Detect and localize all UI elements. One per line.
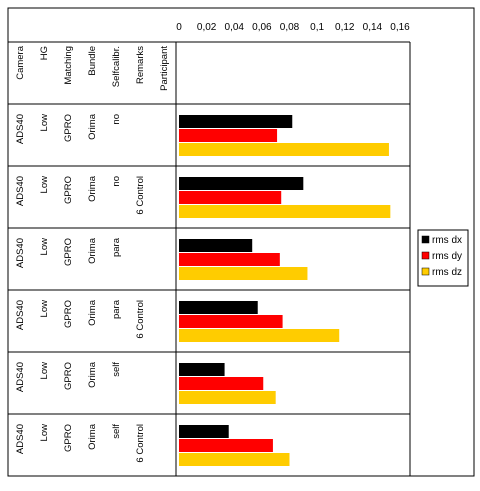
row-1-cell-1: ADS40 xyxy=(15,114,26,144)
x-tick-label: 0 xyxy=(176,22,182,33)
x-tick-label: 0,12 xyxy=(335,22,355,33)
row-6-cell-2: Low xyxy=(39,424,50,442)
table-rows: ADS40 Low GPRO Orima no ADS40 Low GPRO Orima no 6 … xyxy=(15,113,146,462)
row-4-cell-2: Low xyxy=(39,300,50,318)
bar-1-row-4 xyxy=(179,301,258,314)
row-5-cell-4: Orima xyxy=(87,361,98,388)
row-6-cell-5: self xyxy=(111,424,122,439)
bar-2-row-3 xyxy=(179,253,280,266)
row-6-cell-3: GPRO xyxy=(63,424,74,452)
bar-3-row-1 xyxy=(179,143,389,156)
row-3-cell-4: Orima xyxy=(87,237,98,264)
legend-label-2: rms dy xyxy=(432,251,462,262)
bar-1-row-5 xyxy=(179,363,225,376)
header-6: Remarks xyxy=(135,46,146,84)
bar-3-row-4 xyxy=(179,329,340,342)
header-2: HG xyxy=(39,46,50,60)
row-4-cell-5: para xyxy=(111,299,122,319)
legend-swatch-2 xyxy=(421,251,430,260)
table-headers: Camera HG Matching Bundle Selfcalibr. Remarks… xyxy=(15,45,170,91)
row-2-cell-6: 6 Control xyxy=(135,176,146,215)
bar-1-row-3 xyxy=(179,239,253,252)
header-3: Matching xyxy=(63,46,74,85)
row-3-cell-2: Low xyxy=(39,238,50,256)
bar-groups xyxy=(179,115,391,466)
legend-swatch-1 xyxy=(421,235,430,244)
row-5-cell-2: Low xyxy=(39,362,50,380)
x-tick-label: 0,02 xyxy=(197,22,217,33)
outer-border xyxy=(7,7,475,477)
bar-2-row-2 xyxy=(179,191,282,204)
header-7: Participant xyxy=(159,46,170,91)
bar-1-row-2 xyxy=(179,177,304,190)
row-4-cell-4: Orima xyxy=(87,299,98,326)
row-5-cell-5: self xyxy=(111,362,122,377)
chart-frame xyxy=(7,7,475,477)
row-6-cell-4: Orima xyxy=(87,423,98,450)
row-5-cell-3: GPRO xyxy=(63,362,74,390)
x-axis-ticks: 0 0,02 0,04 0,06 0,08 0,1 0,12 0,14 0,16 xyxy=(176,22,410,33)
bar-3-row-3 xyxy=(179,267,308,280)
row-4-cell-6: 6 Control xyxy=(135,300,146,339)
x-tick-label: 0,16 xyxy=(390,22,410,33)
bar-3-row-5 xyxy=(179,391,276,404)
bar-1-row-1 xyxy=(179,115,293,128)
bar-2-row-4 xyxy=(179,315,283,328)
legend-label-1: rms dx xyxy=(432,235,462,246)
row-4-cell-3: GPRO xyxy=(63,300,74,328)
bar-1-row-6 xyxy=(179,425,229,438)
x-tick-label: 0,04 xyxy=(225,22,245,33)
row-3-cell-1: ADS40 xyxy=(15,238,26,268)
row-1-cell-5: no xyxy=(111,114,122,125)
bar-3-row-6 xyxy=(179,453,290,466)
row-6-cell-6: 6 Control xyxy=(135,424,146,463)
row-2-cell-5: no xyxy=(111,176,122,187)
row-2-cell-1: ADS40 xyxy=(15,176,26,206)
x-tick-label: 0,14 xyxy=(363,22,383,33)
x-tick-label: 0,08 xyxy=(280,22,300,33)
row-2-cell-3: GPRO xyxy=(63,176,74,204)
row-1-cell-2: Low xyxy=(39,114,50,132)
bar-3-row-2 xyxy=(179,205,391,218)
header-1: Camera xyxy=(15,45,26,80)
row-3-cell-5: para xyxy=(111,237,122,257)
bar-2-row-1 xyxy=(179,129,278,142)
row-2-cell-2: Low xyxy=(39,176,50,194)
legend-swatch-3 xyxy=(421,267,430,276)
row-1-cell-4: Orima xyxy=(87,113,98,140)
bar-2-row-5 xyxy=(179,377,264,390)
bar-2-row-6 xyxy=(179,439,273,452)
legend-label-3: rms dz xyxy=(432,267,462,278)
header-4: Bundle xyxy=(87,46,98,76)
x-tick-label: 0,06 xyxy=(252,22,272,33)
row-4-cell-1: ADS40 xyxy=(15,300,26,330)
row-6-cell-1: ADS40 xyxy=(15,424,26,454)
row-2-cell-4: Orima xyxy=(87,175,98,202)
row-3-cell-3: GPRO xyxy=(63,238,74,266)
x-tick-label: 0,1 xyxy=(310,22,324,33)
row-1-cell-3: GPRO xyxy=(63,114,74,142)
row-5-cell-1: ADS40 xyxy=(15,362,26,392)
header-5: Selfcalibr. xyxy=(111,46,122,87)
legend: rms dx rms dy rms dz xyxy=(417,229,469,287)
